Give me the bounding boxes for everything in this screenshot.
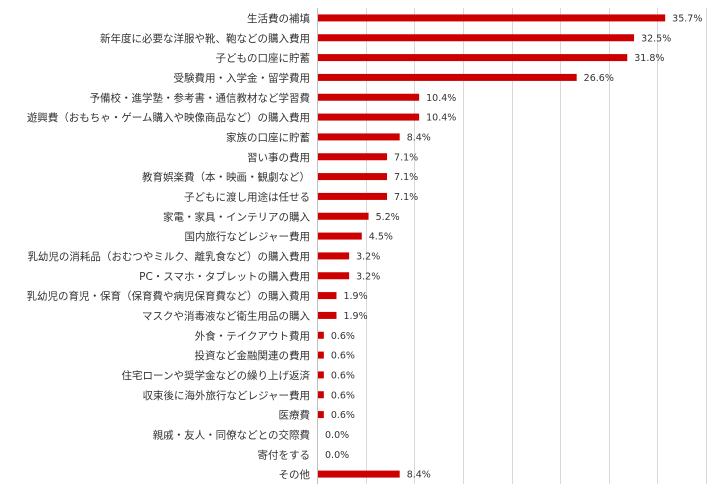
category-label: 寄付をする <box>258 448 311 461</box>
value-label: 10.4% <box>426 113 456 124</box>
value-label: 0.0% <box>325 430 349 441</box>
bars <box>318 14 666 478</box>
value-label: 1.9% <box>343 291 367 302</box>
category-label: 家電・家具・インテリアの購入 <box>163 210 310 223</box>
bar <box>318 371 324 379</box>
category-label: マスクや消毒液など衛生用品の購入 <box>142 309 310 322</box>
value-label: 4.5% <box>369 232 393 243</box>
value-label: 32.5% <box>641 33 671 44</box>
category-label: 生活費の補填 <box>247 12 310 25</box>
bar <box>318 173 388 181</box>
value-label: 3.2% <box>356 271 380 282</box>
category-label: 予備校・進学塾・参考書・通信教材など学習費 <box>90 91 311 104</box>
bar <box>318 311 337 319</box>
category-label: 子どもに渡し用途は任せる <box>184 190 310 203</box>
value-label: 35.7% <box>672 13 702 24</box>
category-label: PC・スマホ・タブレットの購入費用 <box>139 270 310 283</box>
category-label: 医療費 <box>279 409 311 422</box>
bar <box>318 133 400 141</box>
bar <box>318 113 420 121</box>
bar <box>318 292 337 300</box>
category-label: 乳幼児の育児・保育（保育費や病児保育費など）の購入費用 <box>27 290 311 303</box>
category-labels: 生活費の補填新年度に必要な洋服や靴、鞄などの購入費用子どもの口座に貯蓄受験費用・… <box>27 12 311 481</box>
bar <box>318 411 324 419</box>
category-label: 家族の口座に貯蓄 <box>226 131 310 144</box>
category-label: 習い事の費用 <box>247 151 310 164</box>
value-label: 0.6% <box>331 331 355 342</box>
category-label: 外食・テイクアウト費用 <box>195 329 310 342</box>
value-label: 5.2% <box>376 212 400 223</box>
gridlines <box>317 8 707 484</box>
bar <box>318 192 388 200</box>
value-label: 26.6% <box>584 73 614 84</box>
category-label: 国内旅行などレジャー費用 <box>185 230 310 243</box>
value-label: 0.6% <box>331 410 355 421</box>
value-label: 3.2% <box>356 251 380 262</box>
bar <box>318 232 362 240</box>
bar <box>318 331 324 339</box>
bar <box>318 212 369 220</box>
value-label: 1.9% <box>343 311 367 322</box>
category-label: その他 <box>279 468 311 481</box>
bar <box>318 34 635 42</box>
category-label: 住宅ローンや奨学金などの繰り上げ返済 <box>122 369 311 382</box>
bar <box>318 272 350 280</box>
value-label: 8.4% <box>407 132 431 143</box>
bar <box>318 351 324 359</box>
category-label: 親戚・友人・同僚などとの交際費 <box>153 428 310 441</box>
value-label: 0.6% <box>331 370 355 381</box>
bar <box>318 14 666 22</box>
category-label: 受験費用・入学金・留学費用 <box>174 71 311 84</box>
bar <box>318 54 628 62</box>
category-label: 教育娯楽費（本・映画・観劇など） <box>142 171 310 184</box>
category-label: 子どもの口座に貯蓄 <box>216 52 311 65</box>
bar <box>318 153 388 161</box>
category-label: 収束後に海外旅行などレジャー費用 <box>143 389 310 402</box>
category-label: 乳幼児の消耗品（おむつやミルク、離乳食など）の購入費用 <box>27 250 310 263</box>
bar <box>318 73 577 81</box>
category-label: 新年度に必要な洋服や靴、鞄などの購入費用 <box>100 32 310 45</box>
value-label: 0.6% <box>331 351 355 362</box>
category-label: 投資など金融関連の費用 <box>195 349 311 362</box>
value-label: 7.1% <box>394 152 418 163</box>
value-label: 10.4% <box>426 93 456 104</box>
value-label: 0.0% <box>325 450 349 461</box>
value-label: 8.4% <box>407 470 431 481</box>
value-label: 7.1% <box>394 172 418 183</box>
value-label: 0.6% <box>331 390 355 401</box>
bar <box>318 391 324 399</box>
value-labels: 35.7%32.5% 31.8% 26.6% 10.4% 10.4% 8.4% 7.1% 7.… <box>325 13 702 480</box>
value-label: 7.1% <box>394 192 418 203</box>
category-label: 遊興費（おもちゃ・ゲーム購入や映像商品など）の購入費用 <box>27 111 310 124</box>
bar <box>318 252 350 260</box>
bar <box>318 93 420 101</box>
bar <box>318 470 400 478</box>
value-label: 31.8% <box>634 53 664 64</box>
